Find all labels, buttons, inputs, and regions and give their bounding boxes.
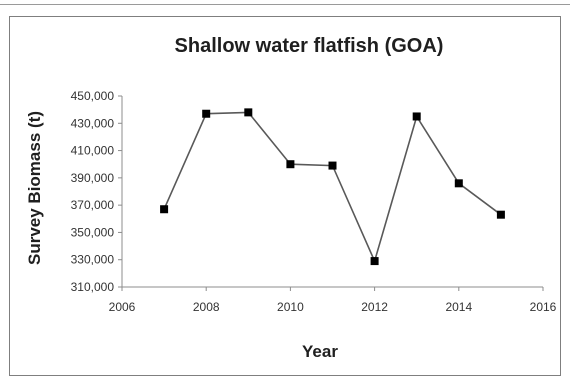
data-point — [160, 205, 169, 214]
axes — [121, 96, 543, 288]
data-point — [244, 108, 253, 117]
x-axis-title: Year — [302, 342, 338, 361]
data-point — [370, 257, 379, 266]
y-tick-label: 390,000 — [71, 171, 115, 185]
y-axis-ticks: 310,000 330,000 350,000 370,000 390,000 410,0… — [71, 89, 122, 294]
data-point — [412, 112, 421, 121]
x-tick-label: 2012 — [361, 300, 388, 314]
data-point — [202, 109, 211, 118]
data-series — [160, 108, 505, 266]
y-tick-label: 450,000 — [71, 89, 115, 103]
y-tick-label: 350,000 — [71, 225, 115, 239]
chart-title: Shallow water flatfish (GOA) — [175, 35, 444, 57]
x-tick-label: 2008 — [193, 300, 220, 314]
x-tick-label: 2006 — [109, 300, 136, 314]
data-point — [328, 161, 337, 170]
data-point — [286, 160, 295, 169]
x-tick-label: 2014 — [445, 300, 472, 314]
data-point — [454, 179, 463, 188]
y-tick-label: 410,000 — [71, 144, 115, 158]
y-axis-title: Survey Biomass (t) — [25, 111, 44, 265]
x-tick-label: 2010 — [277, 300, 304, 314]
x-tick-label: 2016 — [530, 300, 557, 314]
y-tick-label: 310,000 — [71, 280, 115, 294]
series-line — [163, 111, 502, 264]
data-point — [496, 210, 505, 219]
top-border-line — [0, 4, 570, 5]
y-tick-label: 430,000 — [71, 116, 115, 130]
y-tick-label: 330,000 — [71, 253, 115, 267]
x-axis-ticks: 2006 2008 2010 2012 2014 2016 — [109, 287, 557, 314]
chart-frame — [9, 16, 561, 376]
y-tick-label: 370,000 — [71, 198, 115, 212]
